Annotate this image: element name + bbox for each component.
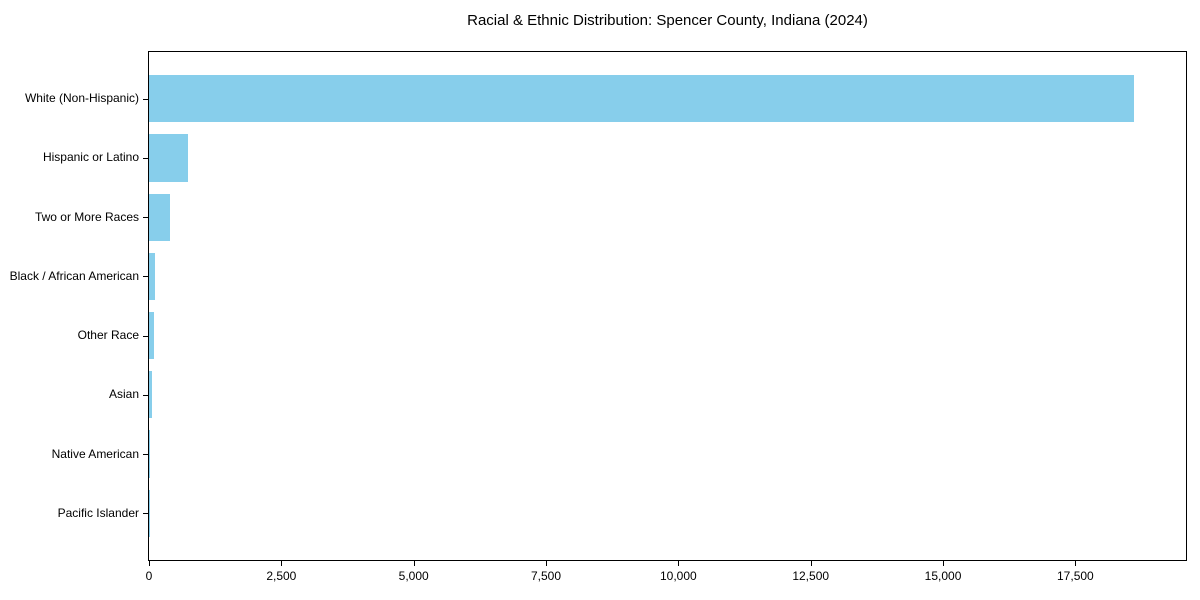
y-tick-mark (143, 276, 148, 278)
x-tick-label-15-000: 15,000 (924, 569, 962, 583)
x-tick-label-10-000: 10,000 (659, 569, 697, 583)
y-tick-mark (143, 513, 148, 515)
x-tick-mark (413, 561, 415, 566)
x-tick-label-17-500: 17,500 (1057, 569, 1094, 583)
y-tick-label-black-african-american: Black / African American (9, 268, 139, 283)
y-tick-label-white-non-hispanic: White (Non-Hispanic) (24, 91, 139, 106)
y-tick-mark (143, 454, 148, 456)
x-tick-mark (1075, 561, 1077, 566)
x-tick-label-7-500: 7,500 (530, 569, 562, 583)
y-tick-label-hispanic-or-latino: Hispanic or Latino (42, 150, 139, 165)
y-tick-label-asian: Asian (108, 387, 139, 402)
x-tick-mark (149, 561, 150, 566)
bar-other-race (149, 311, 155, 360)
bar-two-or-more-races (149, 193, 171, 241)
x-tick-mark (810, 561, 812, 566)
x-tick-mark (678, 561, 680, 566)
y-tick-label-other-race: Other Race (77, 328, 139, 343)
bar-black-african-american (149, 252, 156, 301)
y-tick-mark (143, 157, 148, 159)
y-tick-mark (143, 98, 148, 100)
y-tick-mark (143, 217, 148, 219)
x-tick-mark (281, 561, 283, 566)
x-tick-label-0: 0 (145, 569, 153, 583)
bar-asian (149, 371, 152, 419)
bar-native-american (149, 430, 151, 478)
chart-title: Racial & Ethnic Distribution: Spencer Co… (467, 12, 868, 29)
x-tick-mark (546, 561, 547, 566)
plot-area (148, 51, 1187, 561)
bar-white-non-hispanic (149, 75, 1134, 123)
y-tick-label-pacific-islander: Pacific Islander (57, 505, 139, 520)
y-tick-label-two-or-more-races: Two or More Races (34, 209, 139, 224)
x-tick-label-2-500: 2,500 (266, 569, 297, 583)
y-tick-mark (143, 335, 148, 337)
y-tick-label-native-american: Native American (51, 446, 139, 461)
x-tick-label-12-500: 12,500 (792, 569, 830, 583)
x-tick-mark (943, 561, 945, 566)
x-tick-label-5-000: 5,000 (398, 569, 429, 583)
y-tick-mark (143, 394, 148, 396)
bar-hispanic-or-latino (149, 134, 189, 182)
